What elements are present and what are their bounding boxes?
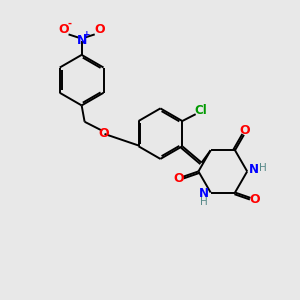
Text: Cl: Cl [194, 104, 207, 117]
Text: N: N [199, 188, 209, 200]
Text: H: H [259, 163, 266, 173]
Text: H: H [200, 197, 208, 207]
Text: O: O [173, 172, 184, 185]
Text: +: + [83, 30, 91, 39]
Text: O: O [94, 23, 105, 36]
Text: N: N [249, 164, 259, 176]
Text: O: O [98, 127, 109, 140]
Text: -: - [67, 19, 71, 29]
Text: N: N [76, 34, 87, 46]
Text: O: O [58, 23, 69, 36]
Text: O: O [239, 124, 250, 137]
Text: O: O [250, 193, 260, 206]
